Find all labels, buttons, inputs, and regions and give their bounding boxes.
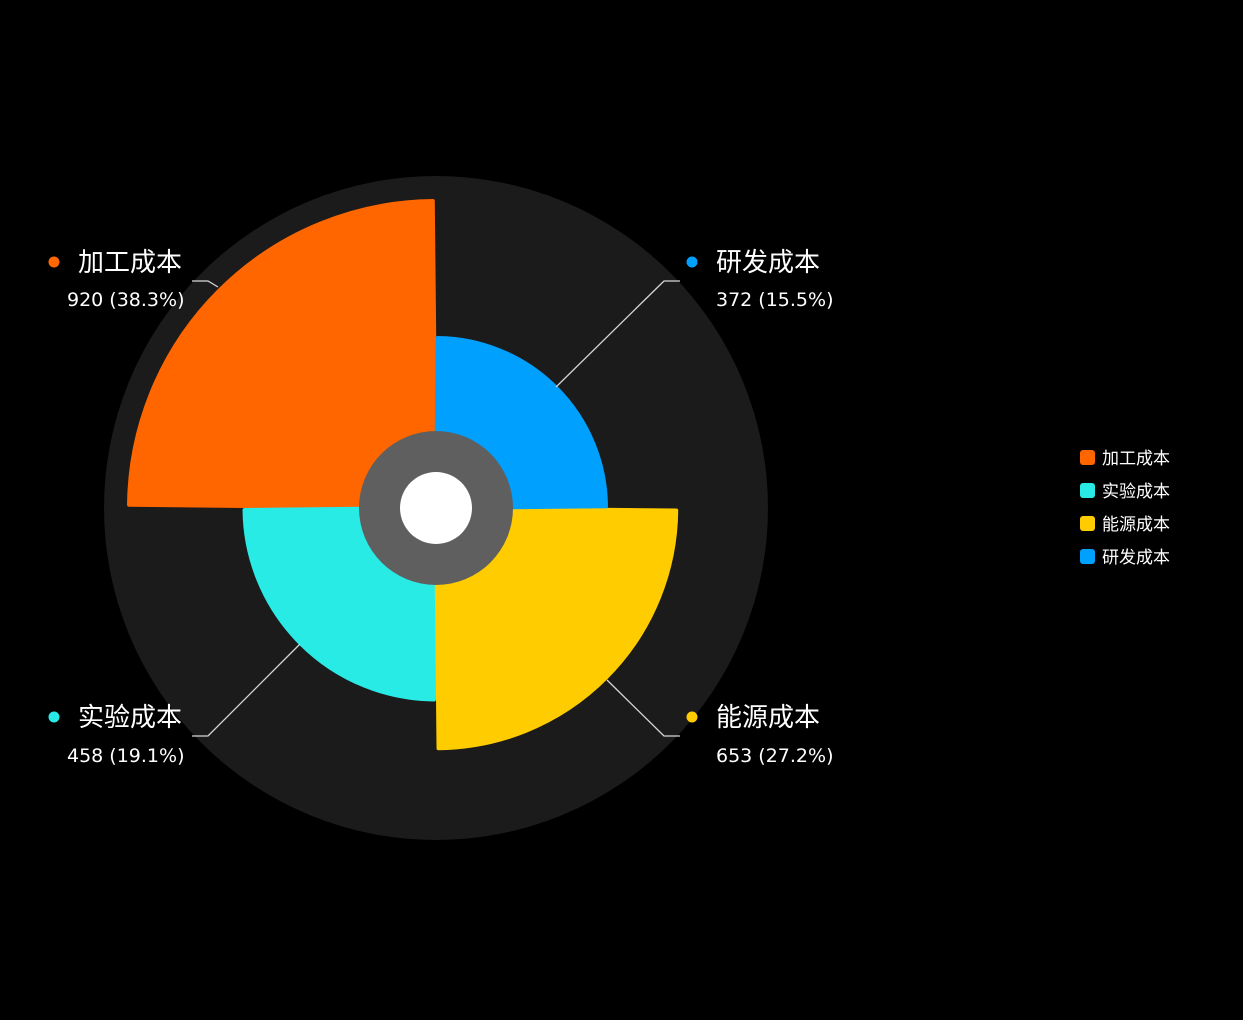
label-dot-2: [686, 711, 698, 723]
legend-swatch-3[interactable]: [1080, 549, 1095, 564]
legend-swatch-1[interactable]: [1080, 483, 1095, 498]
label-value-0: 920 (38.3%): [67, 289, 185, 311]
label-value-1: 458 (19.1%): [67, 745, 185, 767]
leader-line-1: [192, 643, 301, 737]
legend-label-2[interactable]: 能源成本: [1102, 515, 1170, 535]
label-dot-1: [48, 711, 60, 723]
legend-label-3[interactable]: 研发成本: [1102, 548, 1170, 568]
label-name-3: 研发成本: [716, 248, 820, 278]
label-dot-0: [48, 256, 60, 268]
leader-line-0: [192, 280, 219, 288]
legend-swatch-2[interactable]: [1080, 516, 1095, 531]
outer-labels-group: 加工成本 920 (38.3%) 实验成本 458 (19.1%) 能源成本 653 (2…: [48, 248, 834, 767]
label-value-3: 372 (15.5%): [716, 289, 834, 311]
legend-label-1[interactable]: 实验成本: [1102, 482, 1170, 502]
label-value-2: 653 (27.2%): [716, 745, 834, 767]
leader-line-2: [606, 679, 680, 737]
leader-line-3: [555, 280, 680, 388]
legend-swatch-0[interactable]: [1080, 450, 1095, 465]
label-dot-3: [686, 256, 698, 268]
label-name-2: 能源成本: [716, 703, 820, 733]
legend-label-0[interactable]: 加工成本: [1102, 449, 1170, 469]
slices-group: [127, 199, 679, 751]
label-name-0: 加工成本: [78, 248, 182, 278]
label-name-1: 实验成本: [78, 703, 182, 733]
center-dot: [400, 472, 472, 544]
